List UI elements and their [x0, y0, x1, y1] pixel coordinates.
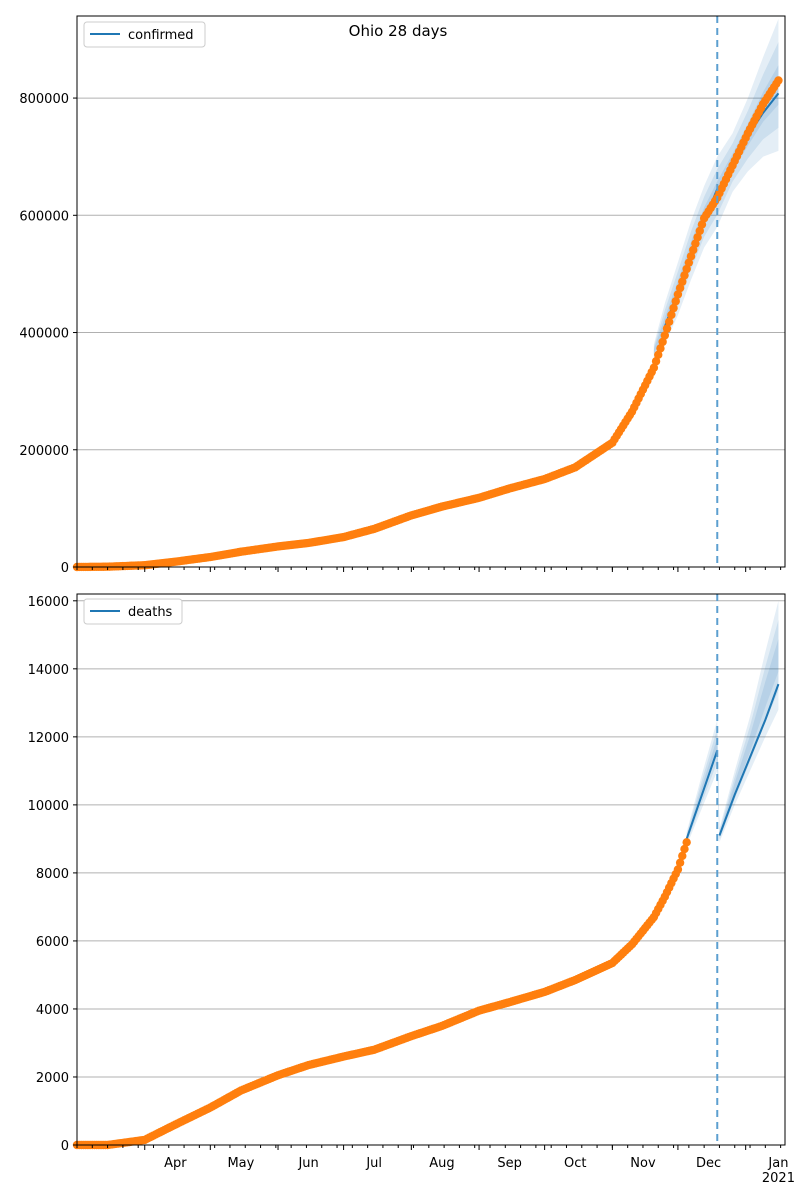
- y-tick-label: 600000: [19, 209, 69, 224]
- x-tick-label: Jun: [297, 1156, 318, 1171]
- observed-point: [667, 310, 676, 320]
- observed-point: [689, 245, 698, 255]
- y-tick-label: 12000: [28, 731, 69, 746]
- observed-point: [658, 337, 667, 347]
- x-tick-label: May: [227, 1156, 254, 1171]
- y-tick-label: 14000: [28, 663, 69, 678]
- x-tick-label: Sep: [497, 1156, 522, 1171]
- observed-point: [680, 844, 689, 854]
- confirmed-axes-frame: [76, 15, 786, 568]
- y-tick-label: 400000: [19, 327, 69, 342]
- deaths-points: [72, 838, 691, 1150]
- legend-box: [83, 21, 206, 48]
- observed-point: [669, 303, 678, 313]
- y-tick-label: 8000: [36, 867, 69, 882]
- observed-point: [673, 290, 683, 299]
- observed-point: [697, 220, 707, 229]
- x-tick-label: 2021: [762, 1171, 795, 1186]
- y-tick-label: 200000: [19, 444, 69, 459]
- y-tick-label: 800000: [19, 92, 69, 107]
- observed-point: [651, 357, 661, 366]
- x-tick-label: Apr: [164, 1156, 187, 1171]
- confirmed-points: [72, 76, 783, 572]
- confirmed-y-ticks: 0 200000 400000 600000 800000: [19, 92, 77, 576]
- series-line-fit: [685, 750, 719, 840]
- observed-point: [691, 239, 700, 248]
- y-tick-label: 16000: [28, 595, 69, 610]
- uncertainty-band: [686, 600, 779, 846]
- deaths-panel: 0 2000 4000 6000 8000 10000 12000 14000 16000 Ap…: [28, 593, 795, 1186]
- legend-label-deaths: deaths: [128, 605, 173, 620]
- observed-point: [684, 258, 694, 267]
- deaths-y-ticks: 0 2000 4000 6000 8000 10000 12000 14000 16000: [28, 595, 77, 1154]
- y-tick-label: 0: [61, 1139, 69, 1154]
- y-tick-label: 2000: [36, 1071, 69, 1086]
- y-tick-label: 0: [61, 561, 69, 576]
- observed-point: [660, 331, 670, 340]
- x-tick-label: Jul: [365, 1156, 382, 1171]
- observed-point: [654, 350, 663, 360]
- x-tick-label: Oct: [564, 1156, 586, 1171]
- observed-point: [649, 363, 659, 372]
- observed-point: [678, 277, 687, 286]
- observed-point: [662, 324, 672, 333]
- y-tick-label: 6000: [36, 935, 69, 950]
- confirmed-panel: 0 200000 400000 600000 800000 Ohio 28 days c…: [19, 15, 786, 576]
- confirmed-grid: [77, 97, 785, 568]
- chart-title: Ohio 28 days: [349, 22, 448, 40]
- deaths-lines: [685, 683, 780, 840]
- observed-point: [682, 264, 691, 274]
- x-tick-label: Dec: [696, 1156, 721, 1171]
- deaths-axes-frame: [76, 593, 786, 1146]
- observed-point: [693, 233, 702, 242]
- observed-point: [675, 858, 685, 867]
- y-tick-label: 10000: [28, 799, 69, 814]
- observed-point: [678, 851, 687, 861]
- observed-point: [675, 283, 685, 293]
- confirmed-x-ticks: [76, 567, 782, 572]
- series-line-forecast: [718, 683, 780, 836]
- x-tick-label: Nov: [630, 1156, 656, 1171]
- observed-point: [680, 271, 689, 280]
- observed-point: [656, 344, 665, 353]
- observed-point: [673, 865, 683, 874]
- x-tick-label: Aug: [429, 1156, 454, 1171]
- observed-point: [774, 76, 783, 85]
- legend-box: [83, 598, 183, 625]
- observed-point: [682, 838, 691, 847]
- observed-point: [664, 317, 674, 326]
- legend-label-confirmed: confirmed: [128, 28, 194, 43]
- deaths-legend: deaths: [83, 598, 183, 625]
- observed-point: [686, 252, 696, 261]
- y-tick-label: 4000: [36, 1003, 69, 1018]
- observed-point: [671, 297, 680, 306]
- observed-point: [695, 226, 704, 236]
- confirmed-legend: confirmed: [83, 21, 206, 48]
- x-tick-label: Jan: [767, 1156, 788, 1171]
